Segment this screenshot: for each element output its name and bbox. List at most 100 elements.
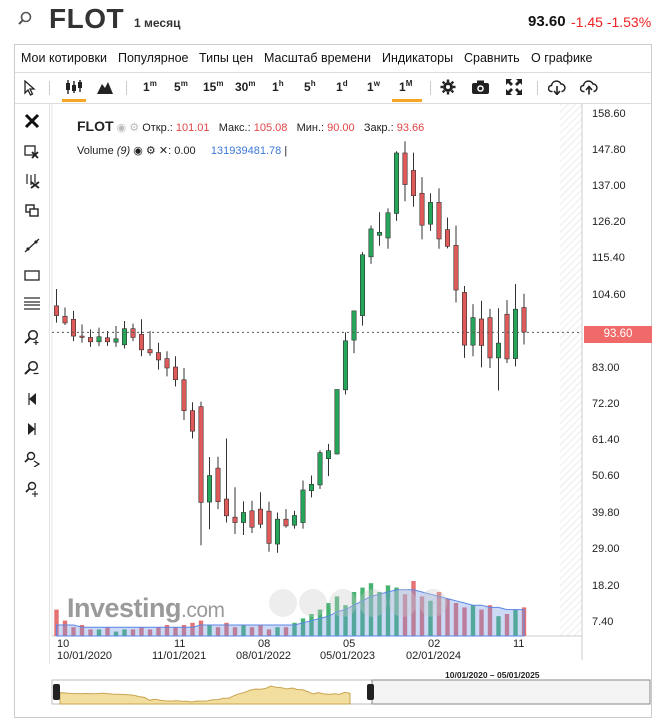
volume-bar (54, 609, 59, 636)
volume-bar (334, 596, 340, 636)
volume-bar (88, 629, 93, 636)
menu-indicators[interactable]: Индикаторы (382, 51, 454, 65)
fullscreen-icon[interactable] (506, 79, 522, 95)
rectangle-icon[interactable] (24, 267, 40, 283)
candle-body (368, 228, 374, 258)
navigator-area (59, 685, 351, 705)
search-icon[interactable] (18, 11, 32, 25)
trend-line-icon[interactable] (24, 237, 40, 253)
menu-compare[interactable]: Сравнить (464, 51, 520, 65)
menu-popular[interactable]: Популярное (118, 51, 189, 65)
upload-icon[interactable] (580, 79, 598, 95)
y-label: 39.80 (592, 507, 620, 519)
crosshair-icon[interactable] (24, 481, 40, 497)
menu-about-chart[interactable]: О графике (531, 51, 593, 65)
candle (113, 326, 119, 347)
candle-body (113, 338, 119, 343)
volume-legend: Volume (9) ◉ ⚙ ✕: 0.00 131939481.78 | (77, 145, 288, 157)
settings-icon[interactable] (440, 79, 456, 95)
eye-icon[interactable]: ◉ ⚙ (116, 122, 140, 134)
timeframe-5m[interactable]: 5m (174, 79, 188, 94)
x-label: 08/01/2022 (236, 650, 292, 662)
candle (461, 286, 467, 358)
volume-bar (445, 598, 450, 636)
navigator-handle-left[interactable] (53, 684, 60, 700)
magnet-icon[interactable] (24, 451, 40, 467)
volume-bar (249, 627, 255, 636)
delete-drawing-icon[interactable] (24, 143, 40, 159)
y-label: 137.00 (592, 180, 626, 192)
timeframe-30m[interactable]: 30m (235, 79, 256, 94)
y-label: 115.40 (592, 252, 625, 264)
candle-body (139, 334, 145, 351)
candle-body (283, 518, 289, 527)
area-chart-icon[interactable] (97, 81, 113, 94)
candle-body (393, 152, 399, 214)
volume-bar (513, 609, 518, 636)
chart-menu: Мои котировки Популярное Типы цен Масшта… (15, 45, 651, 73)
candle-body (419, 192, 425, 226)
volume-bar (105, 627, 110, 636)
candle (478, 300, 484, 368)
candle-body (232, 516, 238, 523)
candle-body (291, 515, 297, 526)
timeframe-1d[interactable]: 1d (336, 79, 348, 94)
candle (427, 193, 433, 231)
cursor-icon[interactable] (24, 80, 36, 96)
timeframe-5h[interactable]: 5h (304, 79, 316, 94)
volume-bar (453, 603, 459, 636)
fibonacci-icon[interactable] (24, 295, 40, 311)
camera-icon[interactable] (472, 80, 489, 94)
zoom-out-icon[interactable] (24, 360, 40, 376)
candle (436, 188, 442, 249)
timeframe-1m[interactable]: 1m (143, 79, 157, 94)
candle-body (147, 349, 153, 354)
timeframe-1h[interactable]: 1h (272, 79, 284, 94)
timeframe-1M[interactable]: 1M (399, 79, 413, 94)
candle-body (376, 231, 382, 236)
legend-low: 90.00 (327, 122, 355, 134)
navigator-handle-right[interactable] (367, 684, 374, 700)
close-icon[interactable] (24, 113, 40, 129)
clone-icon[interactable] (24, 203, 40, 219)
candlestick-icon[interactable] (64, 79, 84, 95)
candle-body (156, 352, 162, 361)
range-label: 10/01/2020 – 05/01/2025 (445, 670, 540, 680)
volume-settings-icon[interactable]: ◉ ⚙ ✕ (133, 145, 169, 157)
y-label: 126.20 (592, 216, 626, 228)
menu-my-quotes[interactable]: Мои котировки (21, 51, 107, 65)
candle (393, 151, 399, 221)
candle (207, 457, 213, 530)
candle (521, 293, 527, 345)
scroll-left-icon[interactable] (24, 391, 40, 407)
timeframe-1w[interactable]: 1w (367, 79, 380, 94)
price-change: -1.45 -1.53% (571, 14, 652, 30)
candle-body (105, 337, 111, 343)
delete-all-icon[interactable] (24, 173, 40, 189)
candle (266, 501, 272, 552)
volume-bar (224, 622, 229, 636)
timeframe-15m[interactable]: 15m (203, 79, 224, 94)
zoom-in-icon[interactable] (24, 329, 40, 345)
candle (308, 475, 314, 498)
volume-bar (190, 622, 195, 636)
candle (283, 509, 289, 528)
volume-bar (351, 592, 357, 636)
download-icon[interactable] (548, 79, 566, 95)
menu-price-types[interactable]: Типы цен (199, 51, 254, 65)
volume-bar (113, 631, 119, 636)
candle (334, 389, 340, 455)
volume-bar (207, 625, 212, 636)
volume-bar (139, 627, 144, 636)
candle (215, 456, 221, 510)
scroll-right-icon[interactable] (24, 421, 40, 437)
y-label: 29.00 (592, 543, 620, 555)
x-label: 05 (343, 638, 356, 650)
candle-body (241, 512, 247, 523)
candle-body (410, 170, 416, 196)
volume-bar (232, 627, 238, 636)
volume-bar (317, 609, 323, 636)
navigator-window[interactable] (371, 679, 651, 705)
menu-time-scale[interactable]: Масштаб времени (264, 51, 371, 65)
